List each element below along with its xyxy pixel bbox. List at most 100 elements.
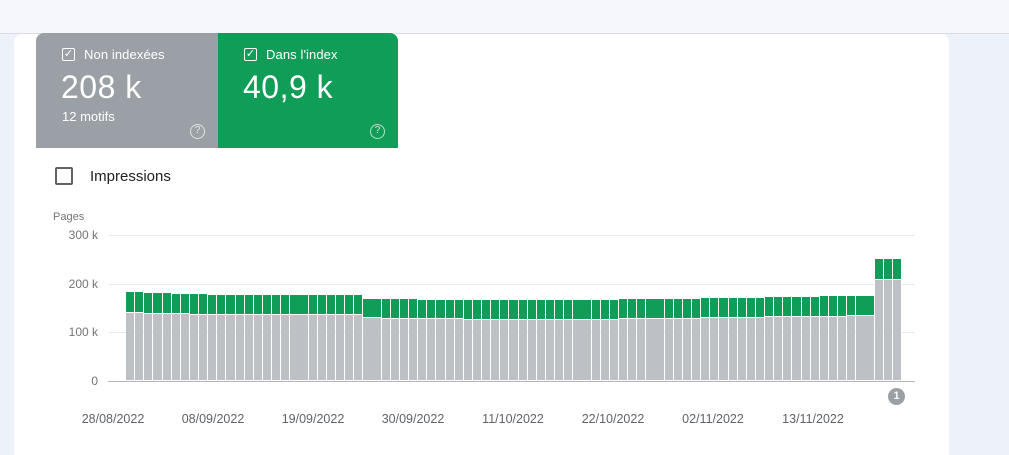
bar[interactable] (399, 299, 409, 380)
bar[interactable] (445, 299, 454, 380)
bar[interactable] (545, 300, 555, 380)
bar-segment-indexed (153, 292, 162, 313)
bar[interactable] (363, 298, 372, 380)
help-icon[interactable]: ? (370, 124, 385, 139)
card-non-indexed[interactable]: ✓ Non indexées 208 k 12 motifs ? (36, 33, 218, 148)
bar[interactable] (509, 300, 518, 380)
bar[interactable] (144, 292, 153, 380)
bar[interactable] (463, 300, 472, 380)
bar[interactable] (482, 300, 491, 380)
bar[interactable] (856, 295, 865, 380)
bar[interactable] (828, 296, 838, 380)
bar[interactable] (262, 295, 272, 380)
bar[interactable] (308, 295, 317, 380)
bar[interactable] (655, 299, 664, 380)
bar[interactable] (171, 293, 180, 380)
bar[interactable] (390, 299, 399, 380)
bar[interactable] (646, 299, 655, 380)
bar[interactable] (838, 296, 847, 380)
bar[interactable] (746, 297, 755, 380)
bar[interactable] (189, 294, 199, 380)
bar[interactable] (892, 258, 902, 380)
bar[interactable] (527, 300, 536, 380)
bar[interactable] (244, 295, 253, 380)
bar[interactable] (235, 295, 244, 380)
bar-segment-non-indexed (628, 318, 637, 380)
bar[interactable] (701, 298, 710, 380)
bar[interactable] (691, 299, 701, 380)
bar[interactable] (491, 300, 500, 380)
bar[interactable] (874, 258, 883, 380)
bar-segment-indexed (655, 299, 664, 319)
bar[interactable] (682, 299, 692, 380)
bar[interactable] (326, 295, 336, 380)
bar[interactable] (618, 299, 628, 380)
bar[interactable] (162, 292, 171, 380)
bar[interactable] (299, 295, 308, 380)
bar[interactable] (792, 297, 801, 380)
annotation-marker[interactable]: 1 (888, 388, 905, 405)
bar[interactable] (153, 292, 162, 380)
bar[interactable] (208, 295, 217, 380)
card-indexed[interactable]: ✓ Dans l'index 40,9 k ? (218, 33, 398, 148)
bar[interactable] (272, 295, 281, 380)
bar[interactable] (253, 295, 262, 380)
bar[interactable] (317, 295, 326, 380)
bar[interactable] (719, 298, 728, 380)
impressions-checkbox[interactable] (55, 167, 73, 185)
bar[interactable] (372, 298, 381, 380)
bar[interactable] (582, 300, 591, 380)
bar[interactable] (180, 293, 189, 380)
bar[interactable] (591, 300, 600, 380)
bar[interactable] (609, 300, 619, 380)
bar[interactable] (472, 300, 482, 380)
bar[interactable] (381, 299, 390, 380)
bar[interactable] (454, 299, 463, 380)
bar[interactable] (883, 258, 892, 380)
bar-segment-indexed (783, 297, 792, 317)
bar[interactable] (728, 297, 737, 380)
bar[interactable] (847, 295, 856, 380)
bar[interactable] (737, 297, 746, 380)
bar[interactable] (408, 299, 418, 380)
bar[interactable] (290, 295, 299, 380)
bar[interactable] (564, 300, 573, 380)
bar[interactable] (199, 294, 208, 380)
bar[interactable] (774, 297, 783, 380)
bar-segment-non-indexed (308, 314, 317, 380)
bar[interactable] (755, 297, 765, 380)
bar[interactable] (126, 292, 135, 380)
bar[interactable] (217, 295, 226, 380)
bar[interactable] (637, 299, 646, 380)
bar[interactable] (427, 299, 436, 380)
bar[interactable] (664, 299, 673, 380)
bar[interactable] (500, 300, 509, 380)
bar[interactable] (783, 297, 792, 380)
help-icon[interactable]: ? (190, 124, 205, 139)
bar[interactable] (226, 295, 235, 380)
bar[interactable] (573, 300, 582, 380)
bar[interactable] (135, 292, 144, 380)
x-axis-date-label: 30/09/2022 (381, 412, 445, 426)
bar[interactable] (354, 295, 363, 380)
bar[interactable] (555, 300, 564, 380)
bar[interactable] (819, 296, 828, 380)
bar[interactable] (810, 297, 819, 380)
bar[interactable] (536, 300, 545, 380)
bar[interactable] (518, 300, 527, 380)
bar[interactable] (335, 295, 345, 380)
bar[interactable] (801, 297, 810, 380)
non-indexed-checkbox[interactable]: ✓ (62, 48, 75, 61)
bar-segment-non-indexed (746, 316, 755, 380)
bar[interactable] (345, 295, 354, 380)
bar[interactable] (865, 295, 874, 380)
bar[interactable] (628, 299, 637, 380)
bar[interactable] (281, 295, 290, 380)
indexed-checkbox[interactable]: ✓ (244, 48, 257, 61)
bar[interactable] (710, 298, 719, 380)
bar[interactable] (673, 299, 682, 380)
bar[interactable] (436, 299, 445, 380)
bar[interactable] (418, 299, 427, 380)
bar[interactable] (600, 300, 609, 380)
bar[interactable] (765, 297, 774, 380)
